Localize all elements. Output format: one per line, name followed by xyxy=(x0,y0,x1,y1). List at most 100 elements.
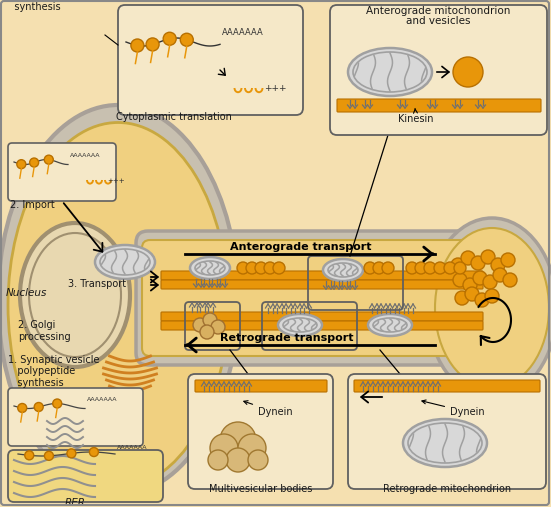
FancyBboxPatch shape xyxy=(195,380,327,392)
Text: and vesicles: and vesicles xyxy=(406,16,470,26)
Circle shape xyxy=(491,258,505,272)
Circle shape xyxy=(453,57,483,87)
Ellipse shape xyxy=(353,52,427,92)
Text: AAAAAAA: AAAAAAA xyxy=(70,153,100,158)
Circle shape xyxy=(17,160,26,169)
FancyBboxPatch shape xyxy=(136,231,490,365)
Circle shape xyxy=(493,268,507,282)
Circle shape xyxy=(146,38,159,51)
Ellipse shape xyxy=(8,123,228,488)
FancyBboxPatch shape xyxy=(330,5,547,135)
Ellipse shape xyxy=(323,259,363,281)
Circle shape xyxy=(454,262,466,274)
Ellipse shape xyxy=(435,228,549,388)
Circle shape xyxy=(238,434,266,462)
Circle shape xyxy=(131,39,144,52)
Circle shape xyxy=(455,291,469,305)
Circle shape xyxy=(463,278,477,292)
Ellipse shape xyxy=(278,314,322,336)
Ellipse shape xyxy=(283,318,317,332)
Ellipse shape xyxy=(408,423,482,463)
FancyBboxPatch shape xyxy=(161,312,483,321)
Ellipse shape xyxy=(95,245,155,279)
FancyBboxPatch shape xyxy=(161,280,483,289)
FancyBboxPatch shape xyxy=(118,5,303,115)
Circle shape xyxy=(406,262,418,274)
Text: Cytoplasmic translation: Cytoplasmic translation xyxy=(116,112,232,122)
Circle shape xyxy=(18,404,27,413)
Ellipse shape xyxy=(373,318,407,332)
Text: 1. Synaptic vesicle
   polypeptide
   synthesis: 1. Synaptic vesicle polypeptide synthesi… xyxy=(8,355,100,388)
Ellipse shape xyxy=(0,105,238,495)
Circle shape xyxy=(25,451,34,460)
Circle shape xyxy=(237,262,249,274)
Circle shape xyxy=(483,275,497,289)
Text: Kinesin: Kinesin xyxy=(398,108,434,124)
Text: Anterograde transport: Anterograde transport xyxy=(230,242,371,252)
Text: 3. Transport: 3. Transport xyxy=(68,279,126,289)
FancyBboxPatch shape xyxy=(354,380,540,392)
Circle shape xyxy=(180,33,193,46)
Text: 1. Mitochondrial
   polypeptide
   synthesis: 1. Mitochondrial polypeptide synthesis xyxy=(5,0,84,12)
Circle shape xyxy=(501,253,515,267)
Text: AAAAAAA: AAAAAAA xyxy=(222,28,264,37)
Circle shape xyxy=(444,262,456,274)
Circle shape xyxy=(193,318,207,332)
FancyBboxPatch shape xyxy=(8,450,163,502)
Ellipse shape xyxy=(100,249,150,275)
Ellipse shape xyxy=(195,261,225,275)
Ellipse shape xyxy=(20,223,130,367)
Ellipse shape xyxy=(29,233,121,357)
Text: AAAAAAA: AAAAAAA xyxy=(87,397,117,402)
FancyBboxPatch shape xyxy=(161,271,483,280)
FancyBboxPatch shape xyxy=(337,99,541,112)
Ellipse shape xyxy=(190,257,230,279)
FancyBboxPatch shape xyxy=(8,143,116,201)
Text: Anterograde mitochondrion: Anterograde mitochondrion xyxy=(366,6,510,16)
Text: Retrograde mitochondrion: Retrograde mitochondrion xyxy=(383,484,511,494)
Text: Multivesicular bodies: Multivesicular bodies xyxy=(209,484,312,494)
Text: Dynein: Dynein xyxy=(244,401,293,417)
Circle shape xyxy=(424,262,436,274)
Text: 2. Golgi
processing: 2. Golgi processing xyxy=(18,320,71,342)
Circle shape xyxy=(246,262,258,274)
Circle shape xyxy=(373,262,385,274)
Circle shape xyxy=(45,451,53,460)
Circle shape xyxy=(208,450,228,470)
Circle shape xyxy=(382,262,394,274)
Circle shape xyxy=(451,258,465,272)
Circle shape xyxy=(255,262,267,274)
Circle shape xyxy=(53,399,62,408)
Ellipse shape xyxy=(328,263,358,277)
FancyBboxPatch shape xyxy=(161,321,483,330)
Circle shape xyxy=(30,158,39,167)
Circle shape xyxy=(203,313,217,327)
Circle shape xyxy=(67,449,76,458)
Circle shape xyxy=(264,262,276,274)
Circle shape xyxy=(210,434,238,462)
Circle shape xyxy=(465,287,479,301)
Ellipse shape xyxy=(368,314,412,336)
Ellipse shape xyxy=(348,48,432,96)
Circle shape xyxy=(485,289,499,303)
Circle shape xyxy=(89,448,99,456)
Circle shape xyxy=(503,273,517,287)
FancyBboxPatch shape xyxy=(188,374,333,489)
Circle shape xyxy=(475,293,489,307)
FancyBboxPatch shape xyxy=(348,374,546,489)
Ellipse shape xyxy=(403,419,487,467)
Text: +++: +++ xyxy=(107,178,125,184)
Circle shape xyxy=(364,262,376,274)
Text: Dynein: Dynein xyxy=(422,400,485,417)
Circle shape xyxy=(415,262,427,274)
Circle shape xyxy=(461,251,475,265)
FancyBboxPatch shape xyxy=(142,240,483,356)
Circle shape xyxy=(473,271,487,285)
Circle shape xyxy=(44,155,53,164)
Ellipse shape xyxy=(427,218,551,398)
Circle shape xyxy=(220,422,256,458)
Circle shape xyxy=(453,273,467,287)
Circle shape xyxy=(34,403,43,412)
Circle shape xyxy=(200,325,214,339)
Circle shape xyxy=(434,262,446,274)
